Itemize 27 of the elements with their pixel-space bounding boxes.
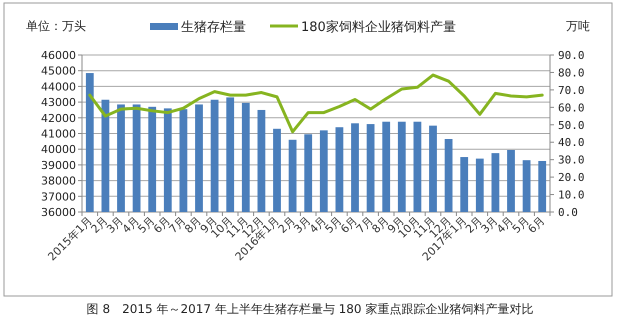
caption: 图 8 2015 年～2017 年上半年生猪存栏量与 180 家重点跟踪企业猪饲料产量对比 (86, 302, 534, 316)
y-tick-label: 42000 (41, 112, 76, 125)
y2-tick-label: 20.0 (558, 171, 584, 184)
y2-tick-label: 90.0 (558, 49, 584, 62)
y2-tick-label: 60.0 (558, 101, 584, 114)
line-series (88, 74, 544, 134)
y2-tick-label: 80.0 (558, 66, 584, 80)
y2-tick-label: 30.0 (558, 154, 584, 167)
y2-tick-label: 10.0 (558, 188, 584, 202)
y-tick-label: 43000 (41, 96, 76, 110)
y-tick-label: 38000 (41, 174, 76, 188)
y-tick-label: 41000 (41, 128, 76, 140)
y-tick-label: 36000 (41, 206, 76, 219)
y2-axis-title: 万吨 (566, 19, 590, 33)
y-tick-label: 37000 (41, 190, 76, 204)
y-tick-label: 44000 (41, 80, 76, 94)
y2-tick-label: 70.0 (558, 84, 584, 97)
y2-tick-label: 50.0 (558, 118, 584, 132)
y-tick-label: 40000 (41, 143, 76, 156)
y-axis-title: 单位：万头 (26, 19, 86, 33)
y-tick-label: 39000 (41, 158, 76, 172)
y2-tick-label: 0.0 (558, 206, 578, 219)
y-tick-label: 46000 (41, 49, 76, 62)
y2-tick-label: 40.0 (558, 136, 584, 150)
legend-label: 生猪存栏量 (181, 20, 246, 35)
y-tick-label: 45000 (41, 64, 76, 78)
legend-label: 180家饲料企业猪饲料产量 (301, 19, 456, 35)
